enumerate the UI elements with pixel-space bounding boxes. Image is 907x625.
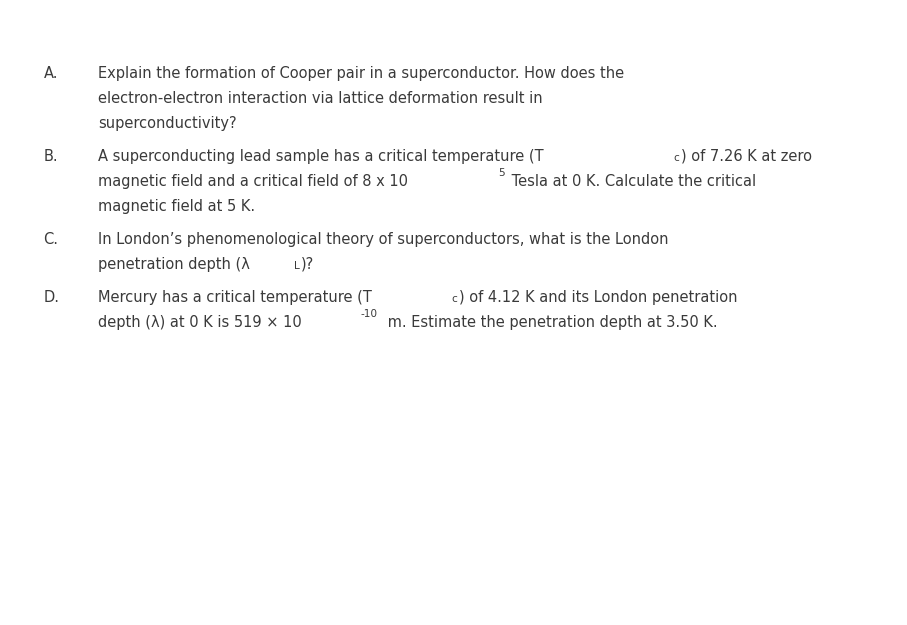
Text: magnetic field at 5 K.: magnetic field at 5 K. bbox=[98, 199, 255, 214]
Text: A.: A. bbox=[44, 66, 58, 81]
Text: ) of 7.26 K at zero: ) of 7.26 K at zero bbox=[680, 149, 812, 164]
Text: m. Estimate the penetration depth at 3.50 K.: m. Estimate the penetration depth at 3.5… bbox=[383, 315, 717, 330]
Text: depth (λ) at 0 K is 519 × 10: depth (λ) at 0 K is 519 × 10 bbox=[98, 315, 302, 330]
Text: ) of 4.12 K and its London penetration: ) of 4.12 K and its London penetration bbox=[459, 290, 737, 305]
Text: C.: C. bbox=[44, 232, 59, 247]
Text: D.: D. bbox=[44, 290, 60, 305]
Text: -10: -10 bbox=[361, 309, 378, 319]
Text: superconductivity?: superconductivity? bbox=[98, 116, 237, 131]
Text: c: c bbox=[673, 153, 678, 163]
Text: magnetic field and a critical field of 8 x 10: magnetic field and a critical field of 8… bbox=[98, 174, 408, 189]
Text: c: c bbox=[452, 294, 457, 304]
Text: )?: )? bbox=[301, 257, 315, 272]
Text: Explain the formation of Cooper pair in a superconductor. How does the: Explain the formation of Cooper pair in … bbox=[98, 66, 624, 81]
Text: Tesla at 0 K. Calculate the critical: Tesla at 0 K. Calculate the critical bbox=[506, 174, 756, 189]
Text: 5: 5 bbox=[498, 168, 504, 178]
Text: B.: B. bbox=[44, 149, 58, 164]
Text: penetration depth (λ: penetration depth (λ bbox=[98, 257, 249, 272]
Text: Mercury has a critical temperature (T: Mercury has a critical temperature (T bbox=[98, 290, 372, 305]
Text: L: L bbox=[294, 261, 299, 271]
Text: In London’s phenomenological theory of superconductors, what is the London: In London’s phenomenological theory of s… bbox=[98, 232, 668, 247]
Text: electron-electron interaction via lattice deformation result in: electron-electron interaction via lattic… bbox=[98, 91, 542, 106]
Text: A superconducting lead sample has a critical temperature (T: A superconducting lead sample has a crit… bbox=[98, 149, 543, 164]
